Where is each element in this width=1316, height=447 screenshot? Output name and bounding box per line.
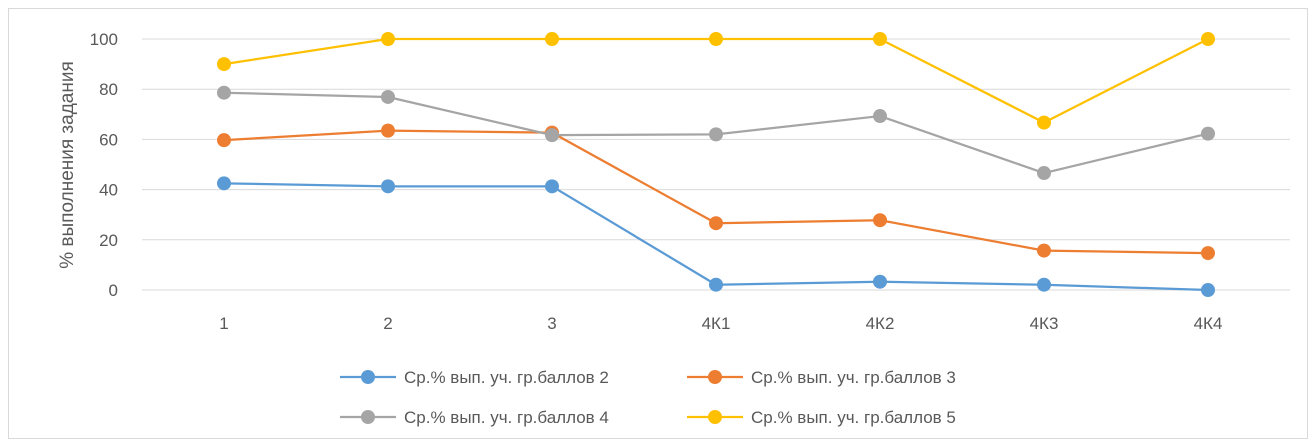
data-point	[545, 179, 559, 194]
y-axis-ticks: 0 20 40 60 80 100	[90, 30, 118, 300]
series-line	[223, 129, 1209, 255]
data-point	[381, 89, 395, 104]
legend-label: Ср.% вып. уч. гр.баллов 2	[404, 368, 609, 387]
data-point	[873, 32, 887, 46]
y-tick-label: 100	[90, 30, 118, 49]
data-point	[709, 216, 723, 231]
legend: Ср.% вып. уч. гр.баллов 2 Ср.% вып. уч. г…	[340, 368, 956, 427]
data-point	[381, 32, 395, 46]
x-tick-label: 2	[383, 314, 392, 333]
data-point	[1201, 283, 1215, 297]
data-point	[709, 32, 723, 46]
legend-entry: Ср.% вып. уч. гр.баллов 2	[340, 368, 609, 387]
x-tick-label: 4К1	[702, 314, 731, 333]
data-point	[381, 179, 395, 194]
data-point	[217, 85, 231, 100]
series-line	[223, 37, 1209, 124]
chart-area	[8, 8, 1308, 439]
data-point	[1037, 115, 1051, 130]
x-tick-label: 4К2	[866, 314, 895, 333]
y-tick-label: 20	[99, 231, 118, 250]
data-point	[873, 109, 887, 124]
data-point	[217, 57, 231, 72]
legend-point-marker	[361, 370, 375, 384]
data-point	[709, 127, 723, 142]
legend-entry: Ср.% вып. уч. гр.баллов 3	[687, 368, 956, 387]
y-tick-label: 40	[99, 181, 118, 200]
y-tick-label: 60	[99, 130, 118, 149]
data-point	[709, 277, 723, 292]
series-3	[217, 85, 1215, 181]
series-1	[217, 176, 1215, 297]
data-point	[1201, 126, 1215, 141]
data-point	[217, 176, 231, 191]
y-tick-label: 0	[109, 281, 118, 300]
data-point	[217, 133, 231, 148]
data-point	[545, 128, 559, 143]
data-point	[545, 32, 559, 46]
series-layer	[217, 32, 1215, 297]
x-tick-label: 4К3	[1030, 314, 1059, 333]
legend-point-marker	[708, 410, 722, 424]
series-2	[217, 123, 1215, 261]
x-tick-label: 1	[219, 314, 228, 333]
data-point	[873, 213, 887, 228]
x-tick-label: 4К4	[1194, 314, 1223, 333]
legend-label: Ср.% вып. уч. гр.баллов 3	[751, 368, 956, 387]
legend-entry: Ср.% вып. уч. гр.баллов 5	[687, 408, 956, 427]
legend-point-marker	[361, 410, 375, 424]
data-point	[381, 123, 395, 138]
series-line	[223, 182, 1209, 292]
data-point	[1201, 32, 1215, 46]
legend-entry: Ср.% вып. уч. гр.баллов 4	[340, 408, 609, 427]
data-point	[873, 274, 887, 289]
data-point	[1037, 243, 1051, 258]
data-point	[1037, 277, 1051, 292]
y-tick-label: 80	[99, 80, 118, 99]
legend-label: Ср.% вып. уч. гр.баллов 4	[404, 408, 609, 427]
x-axis-ticks: 1 2 3 4К1 4К2 4К3 4К4	[219, 314, 1222, 333]
series-4	[217, 32, 1215, 130]
data-point	[1037, 166, 1051, 181]
data-point	[1201, 246, 1215, 261]
legend-label: Ср.% вып. уч. гр.баллов 5	[751, 408, 956, 427]
x-tick-label: 3	[547, 314, 556, 333]
y-axis-title: % выполнения задания	[57, 61, 78, 269]
legend-point-marker	[708, 370, 722, 384]
